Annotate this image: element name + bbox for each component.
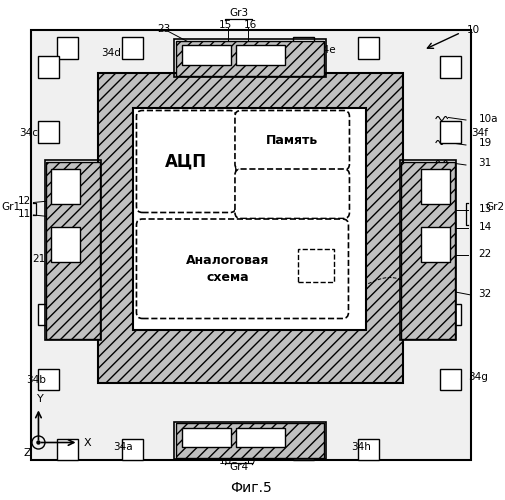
- Bar: [182, 428, 231, 446]
- Bar: [46, 162, 100, 338]
- Bar: [293, 38, 315, 58]
- Text: Gr2: Gr2: [485, 202, 504, 212]
- Bar: [298, 249, 334, 282]
- FancyBboxPatch shape: [235, 110, 349, 170]
- Text: 34d: 34d: [101, 48, 121, 58]
- Text: 34f: 34f: [471, 128, 488, 138]
- Text: Память: Память: [266, 134, 318, 147]
- Bar: [440, 369, 461, 390]
- Text: 13: 13: [478, 204, 492, 214]
- Bar: [440, 56, 461, 78]
- Bar: [133, 108, 366, 330]
- Text: 34e: 34e: [316, 45, 336, 55]
- Text: Z: Z: [24, 448, 31, 458]
- Text: 23: 23: [158, 24, 171, 34]
- Bar: [51, 226, 80, 262]
- Bar: [440, 122, 461, 142]
- Text: 15: 15: [218, 20, 232, 30]
- Bar: [45, 160, 102, 340]
- Text: 16: 16: [243, 20, 257, 30]
- Bar: [98, 72, 403, 382]
- Circle shape: [37, 441, 40, 444]
- FancyBboxPatch shape: [136, 219, 348, 318]
- Bar: [58, 38, 78, 58]
- Bar: [38, 122, 60, 142]
- Bar: [359, 38, 379, 58]
- Text: 32: 32: [478, 289, 492, 299]
- Text: 34b: 34b: [26, 375, 46, 385]
- Text: Аналоговая
схема: Аналоговая схема: [186, 254, 269, 284]
- Bar: [440, 304, 461, 325]
- Text: Y: Y: [36, 394, 43, 404]
- Bar: [31, 30, 471, 460]
- Text: 21: 21: [33, 254, 46, 264]
- Bar: [122, 38, 143, 58]
- Text: АЦП: АЦП: [165, 152, 207, 170]
- Bar: [176, 41, 324, 76]
- Bar: [38, 304, 60, 325]
- Text: 34g: 34g: [469, 372, 488, 382]
- Text: 34a: 34a: [114, 442, 133, 452]
- Bar: [359, 439, 379, 460]
- Text: Gr1: Gr1: [2, 202, 21, 212]
- Text: 31: 31: [478, 158, 492, 168]
- Bar: [236, 428, 285, 446]
- Text: 18: 18: [218, 456, 232, 466]
- Text: Gr4: Gr4: [229, 462, 248, 472]
- Bar: [236, 46, 285, 64]
- Bar: [293, 439, 315, 460]
- Bar: [401, 162, 455, 338]
- Text: 17: 17: [244, 456, 258, 466]
- FancyBboxPatch shape: [136, 110, 236, 212]
- Bar: [38, 369, 60, 390]
- Text: 10a: 10a: [478, 114, 498, 124]
- Bar: [421, 169, 450, 204]
- Text: 34h: 34h: [351, 442, 371, 452]
- Bar: [51, 169, 80, 204]
- Text: 34c: 34c: [20, 128, 38, 138]
- Text: 24: 24: [279, 442, 292, 452]
- Text: 11: 11: [18, 209, 31, 219]
- Text: 22: 22: [478, 249, 492, 259]
- Bar: [176, 423, 324, 458]
- Bar: [421, 226, 450, 262]
- Text: Gr3: Gr3: [229, 8, 248, 18]
- Text: 10: 10: [467, 25, 480, 35]
- Bar: [174, 422, 326, 459]
- Bar: [58, 439, 78, 460]
- Bar: [182, 46, 231, 64]
- FancyBboxPatch shape: [235, 169, 349, 218]
- Bar: [38, 56, 60, 78]
- Text: 12: 12: [18, 196, 31, 206]
- Bar: [174, 40, 326, 77]
- Text: 19: 19: [478, 138, 492, 148]
- Text: Фиг.5: Фиг.5: [230, 480, 272, 494]
- Bar: [122, 439, 143, 460]
- Text: X: X: [84, 438, 91, 448]
- Text: 14: 14: [478, 222, 492, 232]
- Bar: [400, 160, 457, 340]
